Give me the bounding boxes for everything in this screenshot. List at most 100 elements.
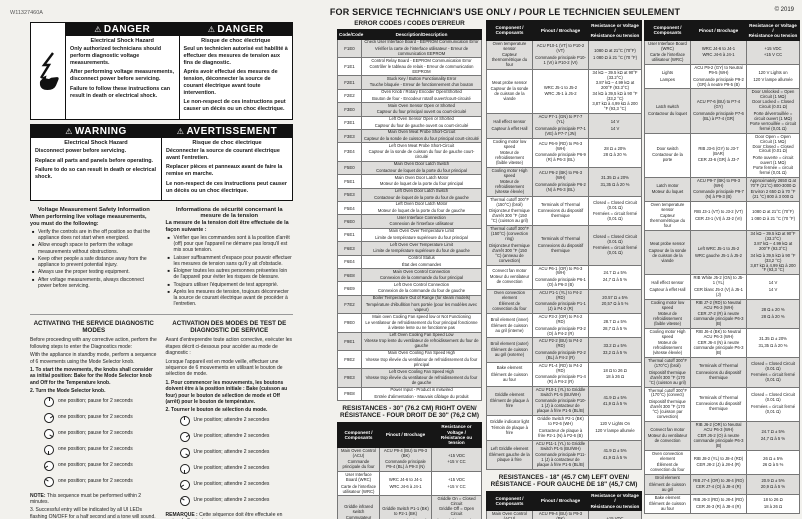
resistance-value-fr: 41,9 Ω à 5 % [602, 400, 628, 406]
danger-par-en-2: After performing voltage measurements, d… [70, 69, 174, 82]
error-desc-en: Left Oven Control Connection [393, 281, 450, 287]
error-desc-fr: Limite de température supérieure du four… [375, 234, 468, 240]
error-desc-en: Main Oven Control Connection [392, 268, 451, 274]
error-row: F9E3 Left Oven Cooling Fan Speed High Vite… [337, 368, 482, 388]
error-desc: Left Oven Over Temperature Limit Limite d… [361, 241, 482, 256]
resistance-value-fr: +15 V CC [763, 52, 783, 58]
left-column: ⚠ DANGER Electrical Shock Hazard Only aut… [30, 22, 293, 519]
resistance-component: Griddle indicator light Témoin de plaque … [486, 415, 533, 441]
resistance-pinout-fr: WRC J4-6 à J4-1 [702, 52, 735, 58]
resistance-value-fr: 1 080 Ω à 21 °C (70 °F) [751, 215, 795, 221]
error-desc-fr: Limite de température supérieure du four… [373, 248, 470, 254]
resistance-component-fr: Capteur thermométrique du four [491, 52, 528, 68]
resistance-value: 14 V 14 V [746, 274, 800, 300]
resistance-component-fr: Moteur du loquet [651, 189, 684, 195]
resistance-row: Oven temperature sensor Capteur thermomét… [644, 201, 800, 232]
warning-par-fr-1: Déconnecter la source de courant électri… [166, 147, 280, 161]
diag-step2-en: 2. Turn the Mode Selector knob. [30, 388, 106, 395]
resistance-component-en: Bake element [654, 494, 681, 500]
knob-icon [177, 477, 192, 492]
resistance-component: Oven temperature sensor Capteur thermomét… [486, 39, 533, 71]
resistance-component-fr: Élément de cuisson au gril (interne) [491, 323, 528, 334]
resistance-pinout-fr: Commande principale P6-9 (R) à P6-3 (BL) [535, 152, 586, 163]
error-desc-en: Left Oven Meat Probe Short-Circuit [388, 142, 455, 148]
resistance-component: Cooling motor low speed Moteur de refroid… [486, 137, 533, 168]
resistance-value-en: 26 Ω ± 5% [763, 455, 783, 461]
resistance-pinout: Terminals of Thermal Connexions du dispos… [690, 357, 747, 388]
resistance-component-fr: Élément de convection du four [650, 462, 685, 473]
error-desc: Boiler Temperature Out of Range (for ste… [361, 294, 482, 315]
error-desc-fr: Moteur de loquet de la porte du four de … [377, 207, 466, 213]
resistance-component-fr: Élément de cuisson au gril (externe) [491, 347, 528, 358]
resistance-component-en: Broil element [655, 475, 680, 481]
resistance-pinout: RIB J7-2 (RD) to Neutral ACU P6-3 (WH) CE… [690, 298, 747, 330]
resistance-value: 1080 Ω at 21°C (70°F) 1 080 Ω à 21 °C (70… [588, 39, 642, 71]
error-row: F6E3 Left Oven Over Temperature Limit Limi… [337, 241, 482, 256]
error-desc: Oven Knob / Rotary Encoder Open/Shorted B… [361, 88, 482, 104]
danger-panel-fr: ⚠ DANGER Risque de choc électrique Seul u… [178, 23, 292, 119]
resistance-component-fr: Dispositif thermique d'arrêt 300 °F (170… [649, 398, 686, 419]
resistance-value-fr: 14 V [610, 125, 620, 131]
error-desc-fr: Connexion de la commande du four de gauc… [377, 288, 466, 294]
resistance-value-fr: 18 à 26 Ω [763, 503, 783, 509]
resistance-component-fr: Commutateur infrarouge de la plaque à fr… [345, 515, 372, 519]
warning-hazard-en: Electrical Shock Hazard [64, 139, 128, 146]
res-col-component: Component / Composants [337, 421, 380, 448]
resistance-pinout-fr: CER J3-6 (GR) à J3-7 [697, 157, 740, 163]
resistance-row: Cooling motor High speed Moteur de refroi… [644, 327, 800, 359]
resistance-component-fr: Commande principale du four [342, 459, 375, 470]
resistance-row: Bake element Élément de cuisson au four AC… [486, 361, 642, 388]
resistance-component-en: Cooling motor low speed [492, 138, 527, 149]
resistance-pinout-en: RIB J6-2 (OR) to Neutral ACU P6-3 (WH) [695, 421, 742, 432]
resistance-row: Oven temperature sensor Capteur thermomét… [486, 39, 642, 71]
resistance-pinout-en: WRC J4-6 to J4-1 [388, 477, 423, 483]
resistance-component-fr: Moteur du ventilateur de convection [647, 433, 688, 444]
error-desc-en: Main Oven Meat Probe Short-Circuit [387, 129, 456, 135]
resistance-pinout-fr: WRC J5-1 à J5-2 [544, 91, 577, 97]
resistance-pinout-en: ACU P7-1 (GN) to P7-7 (YL) [538, 114, 583, 125]
warning-panel-fr: ⚠ AVERTISSEMENT Risque de choc électrique… [161, 124, 292, 201]
resistance-pinout-fr: Commande principale P3-2 (O) à P4-2 (R) [535, 325, 586, 336]
resistance-value: 24.7 Ω ± 5% 24,7 Ω à 5 % [746, 420, 800, 452]
error-desc-fr: Le ventilateur de refroidissement du fou… [365, 320, 478, 331]
error-code: F3E1 [337, 115, 362, 130]
resistance-value: Closed = Closed Circuit (0.01 Ω) Fermées … [746, 386, 800, 422]
resistance-value-en: 1080 Ω at 21°C (70°F) [752, 209, 794, 215]
diag-step3-en: 3. Successful entry will be indicated by… [30, 507, 156, 519]
error-desc: Left Oven Cooling Fan Speed Low Vitesse t… [361, 331, 482, 351]
resistance-value-fr: 31,35 Ω à 20 % [600, 181, 630, 187]
warning-band-en: ⚠ WARNING [31, 124, 161, 138]
resistance-pinout-en: ACU P9-4 (BU) to P9-3 (BK) [538, 511, 583, 519]
resistance-pinout: Terminals of Thermal Connexions du dispos… [690, 386, 747, 422]
resistance-component-fr: Disjoncteur thermique d'arrêt 300 °F (15… [489, 208, 530, 224]
resistance-right-table-part2: Component / Composants Pinout / Brochage… [486, 20, 642, 470]
resistance-component-en: Lights [661, 70, 674, 76]
resistance-pinout-en: ACU P1-4 (RD) to P4-2 (RD) [538, 362, 583, 373]
error-code: F9E2 [337, 349, 362, 370]
resistance-component-en: Oven temperature sensor [492, 40, 527, 51]
voltage-bullet-label: Toujours utiliser l'équipement de test a… [173, 281, 279, 288]
error-desc-en: Main Oven Cooling Fan Speed High [387, 350, 456, 356]
resistance-row: Broil element (outer) Élément de cuisson … [486, 337, 642, 363]
error-desc-en: Main oven Cooling Fan speed low or Not F… [372, 313, 471, 319]
error-code: F6E8 [337, 267, 362, 283]
resistance-component-fr: Disjoncteur thermique d'arrêt 300 °F (15… [489, 242, 530, 263]
error-desc-fr: Contacteur de loquet de la porte du four… [376, 167, 467, 173]
resistance-pinout: RIB J6-2 (OR) to Neutral ACU P6-3 (WH) CE… [690, 420, 747, 452]
error-code: F3E3 [337, 128, 362, 144]
resistance-component-en: Cooling motor High speed [491, 167, 528, 178]
resistance-row: User Interface Board (WRC) Carte de l'int… [644, 39, 800, 66]
resistance-component: Lights Lampes [644, 64, 691, 90]
diag-intro1-fr: Avant d'entreprendre toute action correc… [165, 337, 293, 357]
resistance-component-fr: Lampes [660, 76, 675, 82]
error-row: F3E1 Left Oven Sensor Open or Shorted Capt… [337, 115, 482, 130]
error-desc-fr: État des commandes [401, 261, 442, 267]
resistance-pinout: Terminals of Thermal Connexions du dispos… [532, 196, 589, 227]
knob-step-label: one position; pause for 2 seconds [58, 462, 133, 468]
resistance-pinout: ACU P9-4 (BU) to P9-3 (BK)Commande princ… [379, 446, 432, 473]
resistance-pinout-en: ACU P10-1 (VT) to P10-2 (VT) [536, 43, 585, 54]
resistance-component-en: Griddle element [494, 392, 525, 398]
voltage-bullet-label: Always use the proper testing equipment. [38, 269, 130, 276]
voltage-bullet-label: Laisser suffisamment d'espace pour pouvo… [173, 254, 292, 267]
resistance-value: 34 kΩ – 39.5 kΩ at 90°F (33.2°C) 3.87 kΩ… [588, 69, 642, 115]
